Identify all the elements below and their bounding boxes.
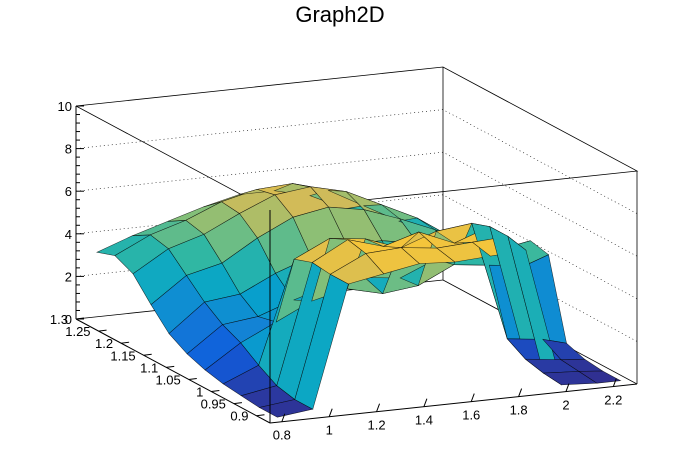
y-tick <box>256 414 265 417</box>
x-tick-label: 1.8 <box>510 403 528 418</box>
y-tick-label: 1.1 <box>140 360 158 375</box>
y-tick-label: 1 <box>196 385 203 400</box>
x-tick <box>281 413 286 422</box>
y-tick <box>188 377 197 380</box>
z-tick-label: 0 <box>65 312 72 327</box>
surface-cell <box>577 370 622 384</box>
y-tick <box>98 329 107 332</box>
y-tick <box>166 365 175 368</box>
x-tick-label: 0.8 <box>273 428 291 443</box>
y-tick-label: 1.15 <box>110 348 135 363</box>
y-tick-label: 1.05 <box>155 372 180 387</box>
x-tick <box>612 378 617 387</box>
y-tick-label: 1.2 <box>95 336 113 351</box>
x-tick <box>328 408 333 417</box>
y-axis-line <box>75 318 271 424</box>
x-tick <box>376 403 381 412</box>
z-tick-label: 2 <box>65 269 72 284</box>
y-tick <box>75 317 85 320</box>
x-tick-label: 1 <box>326 423 333 438</box>
y-tick <box>233 402 242 405</box>
y-tick <box>143 353 152 356</box>
x-axis-line <box>269 383 638 424</box>
y-tick-label: 1.3 <box>50 312 68 327</box>
z-tick-label: 6 <box>65 184 72 199</box>
x-tick-label: 1.2 <box>368 418 386 433</box>
x-tick-label: 2 <box>562 398 569 413</box>
x-tick <box>470 393 475 402</box>
x-tick <box>423 398 428 407</box>
x-tick-label: 1.6 <box>462 408 480 423</box>
z-tick-label: 10 <box>58 99 72 114</box>
top-frame <box>75 66 639 211</box>
z-tick-label: 8 <box>65 142 72 157</box>
x-tick-label: 2.2 <box>604 393 622 408</box>
x-tick-label: 1.4 <box>415 413 433 428</box>
y-tick <box>121 341 130 344</box>
z-tick-label: 4 <box>65 227 72 242</box>
x-tick <box>565 383 570 392</box>
y-tick-label: 1.25 <box>65 324 90 339</box>
surface-mesh <box>96 183 622 418</box>
y-tick-label: 0.95 <box>201 397 226 412</box>
y-tick <box>211 390 220 393</box>
y-tick-label: 0.9 <box>230 409 248 424</box>
chart-title: Graph2D <box>295 2 384 27</box>
x-tick <box>518 388 523 397</box>
